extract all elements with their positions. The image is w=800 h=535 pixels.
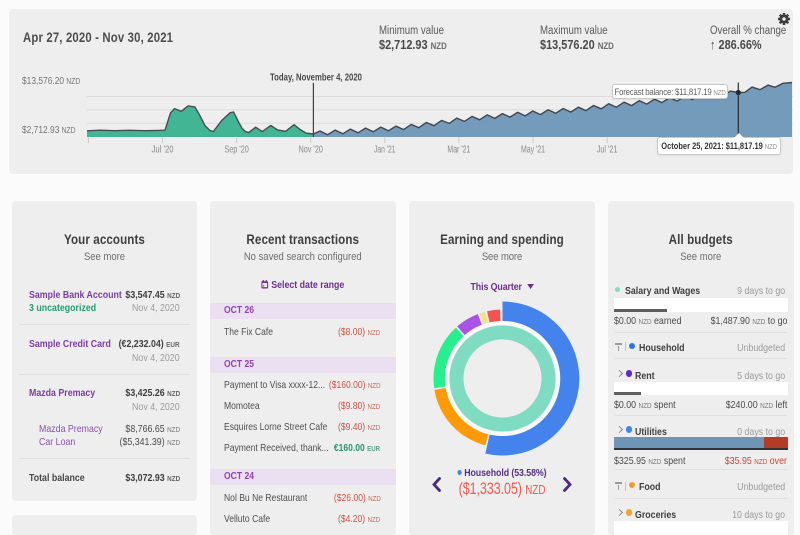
svg-text:Jan '21: Jan '21	[374, 145, 396, 156]
svg-text:Today, November 4, 2020: Today, November 4, 2020	[270, 72, 362, 84]
svg-text:Mar '21: Mar '21	[447, 145, 470, 156]
svg-text:May '21: May '21	[521, 145, 545, 156]
svg-text:Jul '20: Jul '20	[152, 145, 174, 156]
svg-text:Nov '20: Nov '20	[298, 145, 323, 156]
svg-text:Sep '20: Sep '20	[224, 145, 249, 156]
svg-text:Jul '21: Jul '21	[597, 145, 618, 156]
